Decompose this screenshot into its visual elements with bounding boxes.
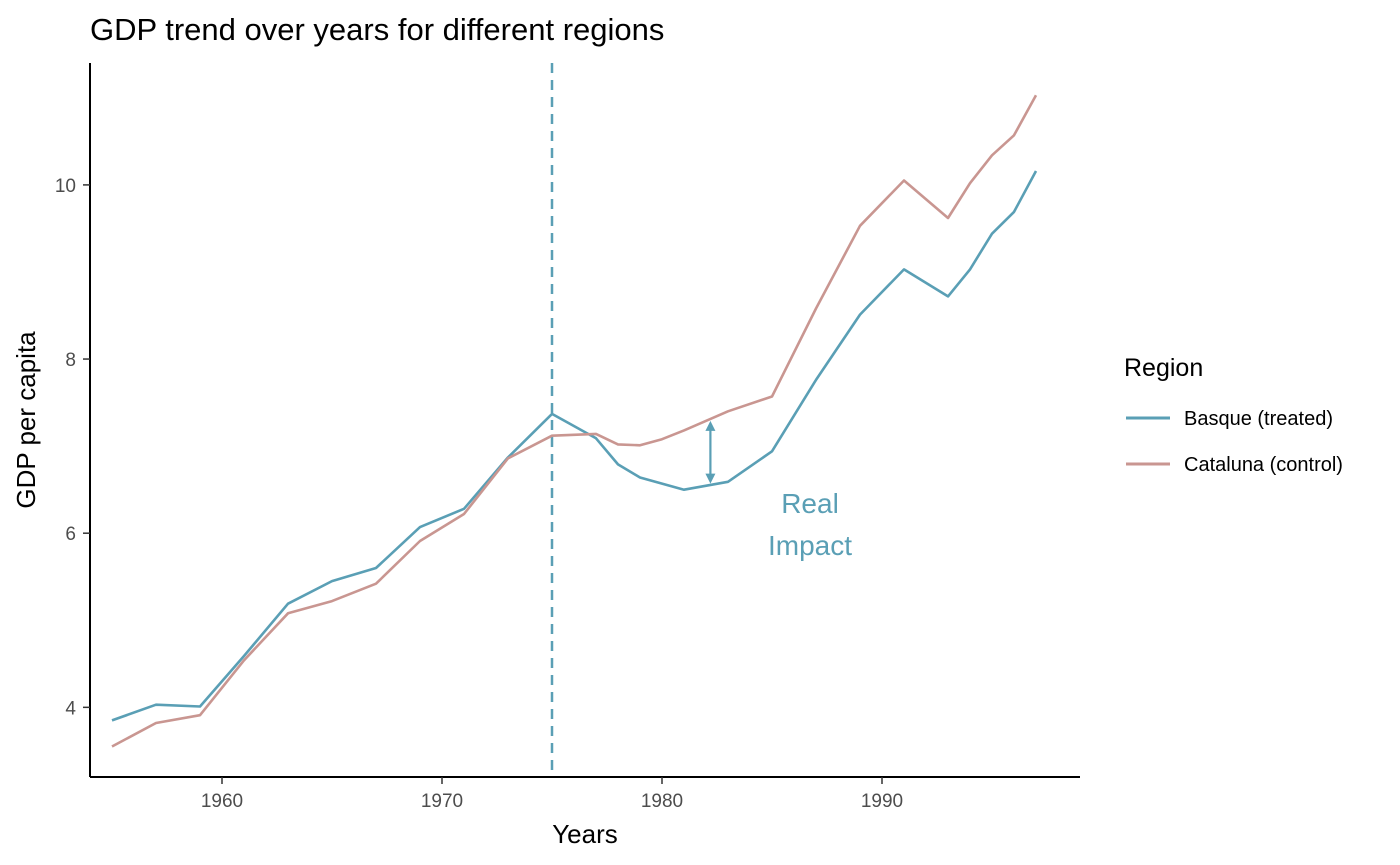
x-tick-label: 1990 xyxy=(861,791,903,812)
impact-arrow-head-down xyxy=(705,473,716,484)
legend-label-basque: Basque (treated) xyxy=(1184,408,1333,430)
legend: Region Basque (treated) Cataluna (contro… xyxy=(1124,354,1343,476)
chart-title: GDP trend over years for different regio… xyxy=(90,12,664,47)
x-axis-title: Years xyxy=(552,819,618,849)
series-line-cataluna xyxy=(111,94,1038,748)
y-tick-label: 6 xyxy=(65,524,76,545)
y-tick-label: 4 xyxy=(65,698,76,719)
legend-title: Region xyxy=(1124,354,1203,382)
annotation-impact: Impact xyxy=(768,530,852,561)
x-tick-label: 1980 xyxy=(641,791,683,812)
y-tick-label: 10 xyxy=(55,176,76,197)
x-tick-label: 1970 xyxy=(421,791,463,812)
y-axis-ticks: 4 6 8 10 xyxy=(55,176,90,719)
x-axis-ticks: 1960 1970 1980 1990 xyxy=(201,777,903,812)
series-line-basque xyxy=(111,170,1038,722)
annotation-real: Real xyxy=(781,488,839,519)
y-tick-label: 8 xyxy=(65,350,76,371)
plot-area: 1960 1970 1980 1990 4 6 8 10 Real Impact xyxy=(55,63,1080,812)
series-lines xyxy=(111,94,1038,748)
annotations: Real Impact xyxy=(705,420,852,561)
impact-arrow-head-up xyxy=(705,420,716,431)
y-axis-title: GDP per capita xyxy=(11,331,41,509)
x-tick-label: 1960 xyxy=(201,791,243,812)
legend-label-cataluna: Cataluna (control) xyxy=(1184,454,1343,476)
